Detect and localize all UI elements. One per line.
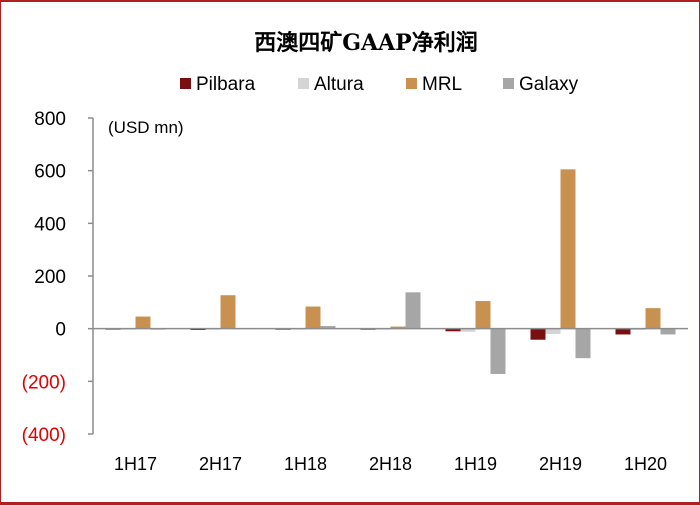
- bar-galaxy-2h18: [405, 292, 421, 329]
- legend-swatch-mrl: [406, 78, 417, 89]
- y-tick-label: 0: [55, 320, 66, 341]
- y-tick-label: 200: [34, 267, 66, 288]
- bar-altura-2h19: [545, 328, 561, 334]
- bars: [105, 169, 676, 374]
- legend-label-galaxy: Galaxy: [519, 74, 579, 95]
- legend-swatch-galaxy: [503, 78, 514, 89]
- bar-pilbara-2h19: [530, 328, 546, 340]
- bar-mrl-2h18: [390, 326, 406, 329]
- x-tick-label: 1H17: [114, 454, 157, 474]
- x-tick-label: 1H20: [624, 454, 667, 474]
- bar-pilbara-1h19: [445, 328, 461, 332]
- unit-label: (USD mn): [108, 118, 184, 137]
- bar-galaxy-1h20: [660, 328, 676, 335]
- x-tick-label: 1H19: [454, 454, 497, 474]
- bar-galaxy-1h19: [490, 328, 506, 374]
- x-tick-label: 2H18: [369, 454, 412, 474]
- y-tick-label: (400): [22, 425, 66, 446]
- bar-mrl-1h17: [135, 316, 151, 329]
- bar-galaxy-1h18: [320, 326, 336, 329]
- bar-mrl-1h18: [305, 306, 321, 329]
- legend-swatch-altura: [298, 78, 309, 89]
- x-tick-label: 1H18: [284, 454, 327, 474]
- bar-pilbara-1h20: [615, 328, 631, 335]
- x-tick-label: 2H17: [199, 454, 242, 474]
- chart-title: 西澳四矿GAAP净利润: [254, 30, 477, 56]
- y-tick-label: 800: [34, 109, 66, 130]
- y-axis: 800 600 400 200 0 (200) (400): [22, 109, 94, 446]
- bar-galaxy-2h19: [575, 328, 591, 359]
- y-tick-label: (200): [22, 372, 66, 393]
- bar-mrl-1h20: [645, 308, 661, 329]
- bar-mrl-2h19: [560, 169, 576, 329]
- legend-swatch-pilbara: [180, 78, 191, 89]
- legend-label-altura: Altura: [314, 74, 364, 95]
- bottom-accent-line: [0, 502, 700, 504]
- y-tick-label: 600: [34, 162, 66, 183]
- bar-mrl-2h17: [220, 295, 236, 329]
- top-accent-line: [0, 0, 700, 2]
- legend-label-mrl: MRL: [422, 74, 462, 95]
- y-tick-label: 400: [34, 214, 66, 235]
- x-axis: 1H17 2H17 1H18 2H18 1H19 2H19 1H20: [93, 327, 688, 474]
- x-tick-label: 2H19: [539, 454, 582, 474]
- legend: Pilbara Altura MRL Galaxy: [180, 74, 579, 95]
- bar-mrl-1h19: [475, 301, 491, 329]
- bar-altura-1h19: [460, 328, 476, 332]
- legend-label-pilbara: Pilbara: [196, 74, 256, 95]
